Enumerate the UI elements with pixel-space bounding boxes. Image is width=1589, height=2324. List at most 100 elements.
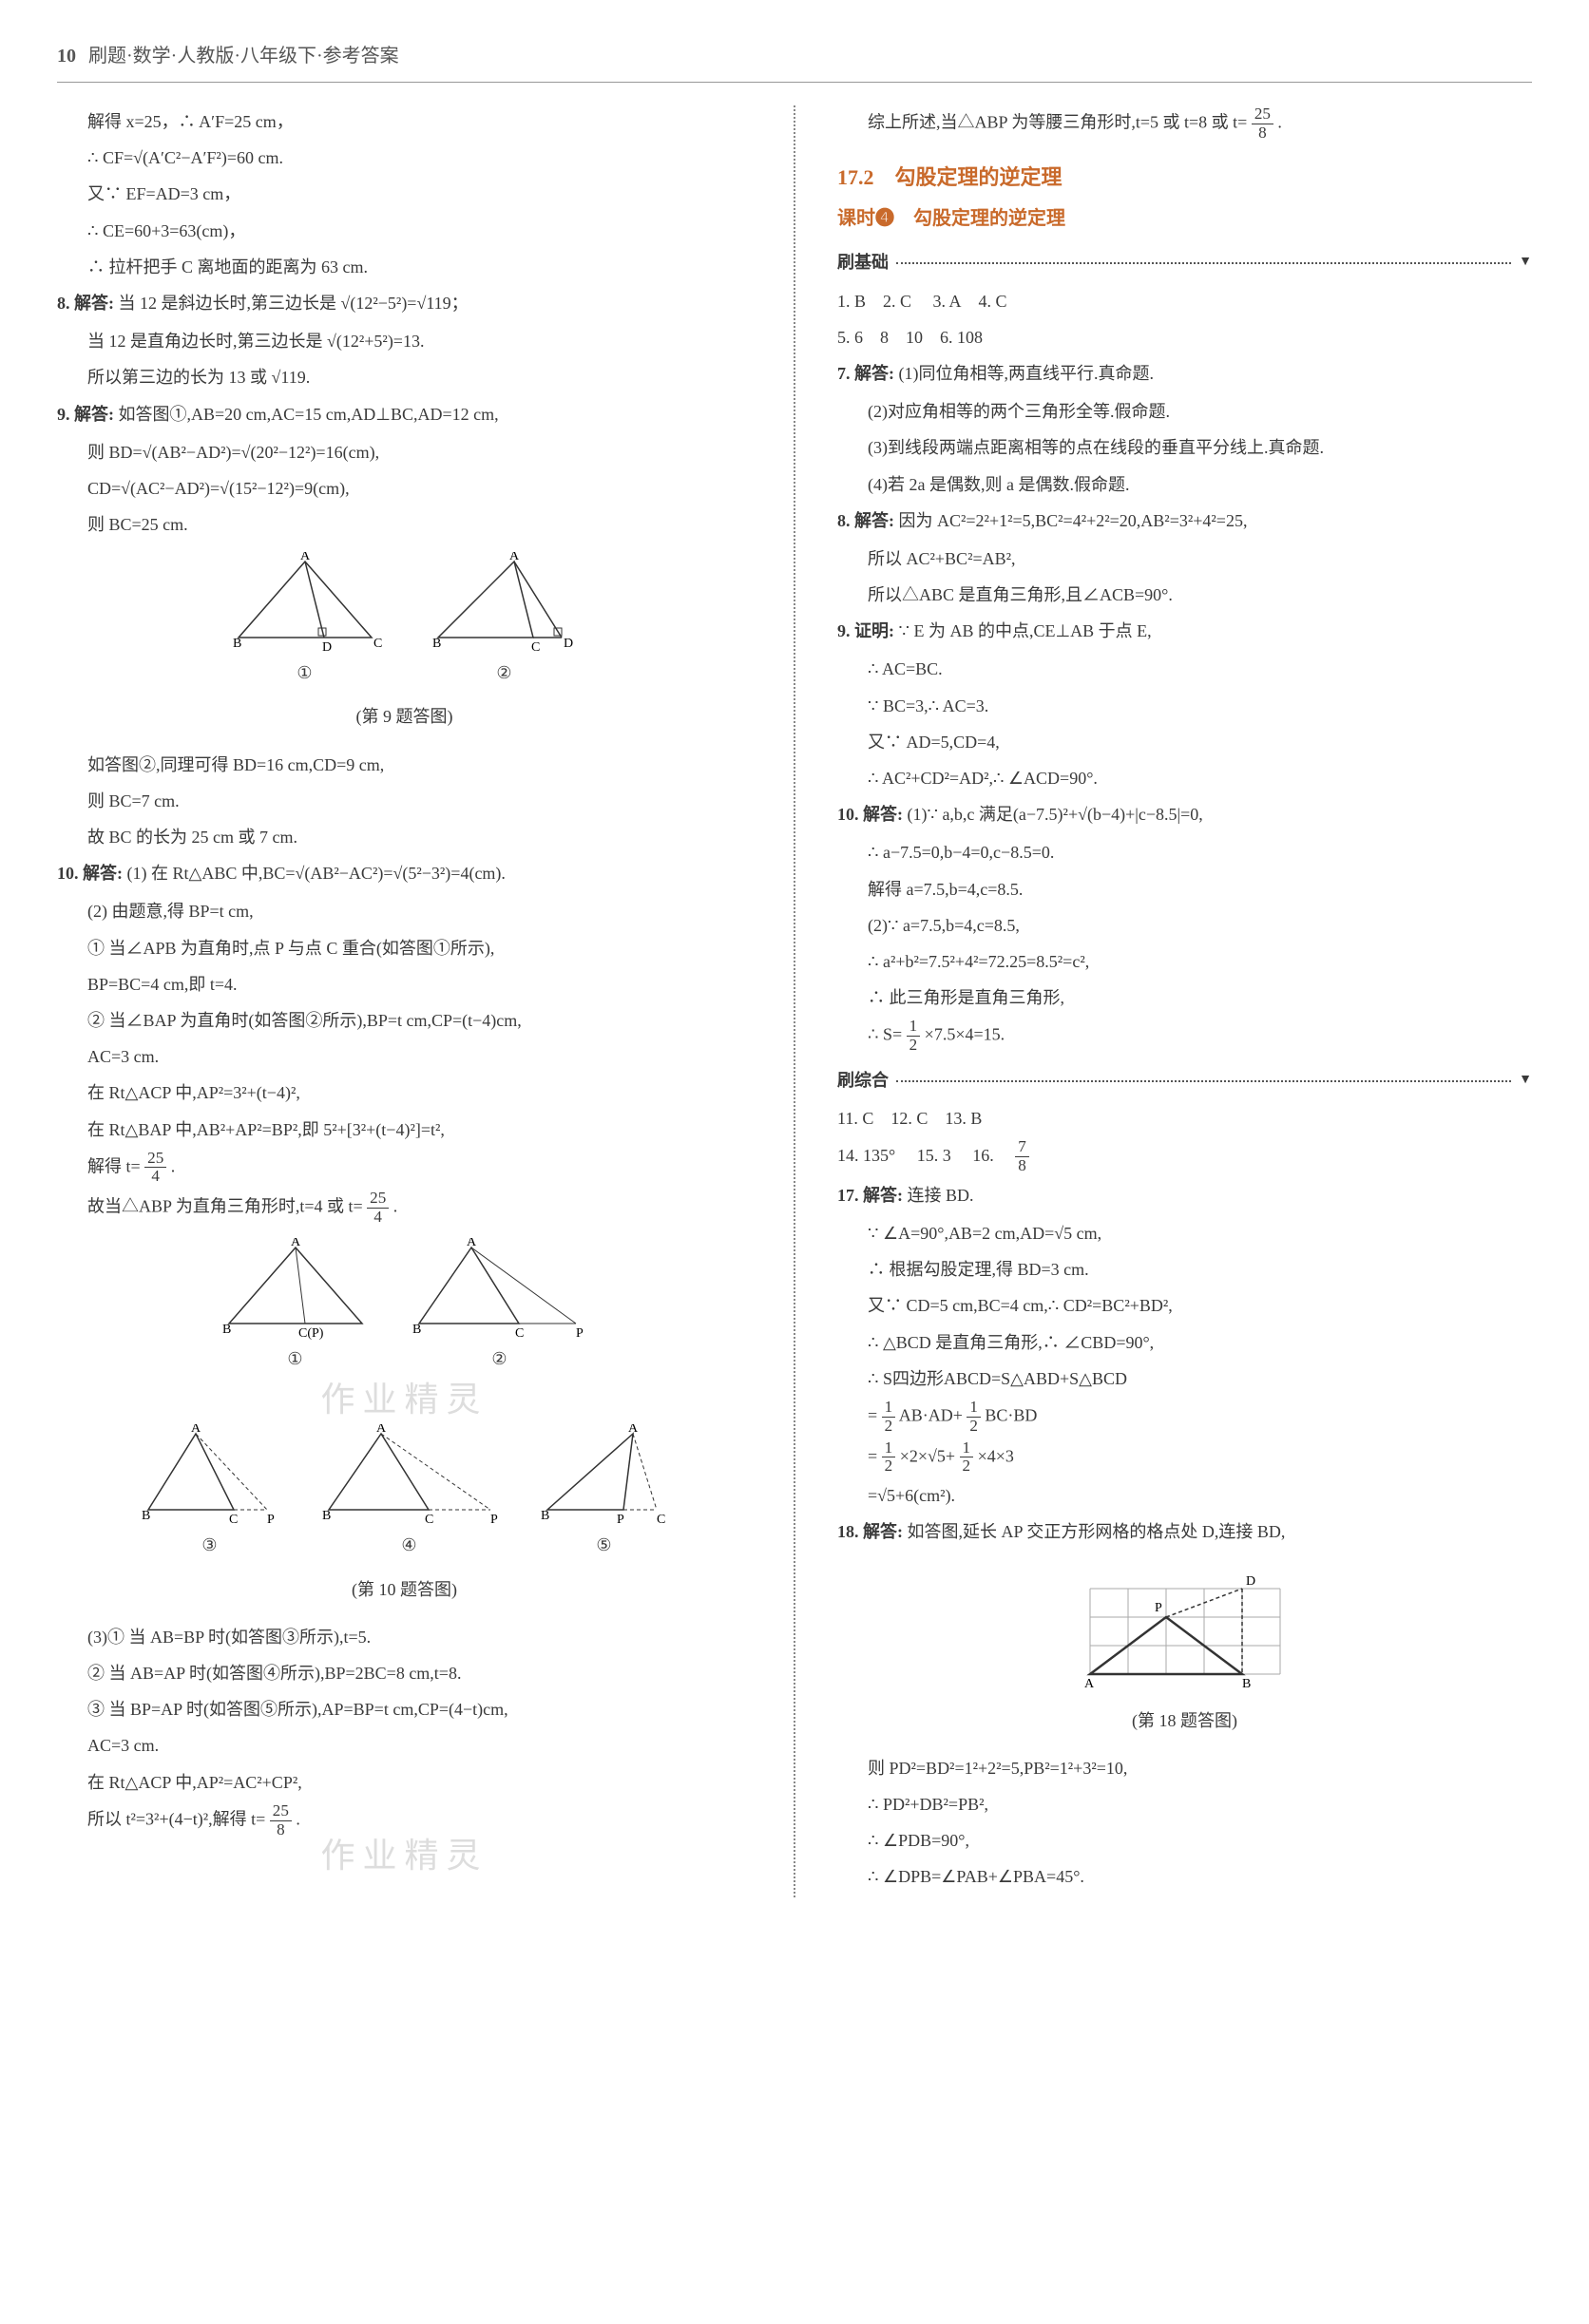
line: 所以 t²=3²+(4−t)²,解得 t= 258 . <box>57 1802 752 1839</box>
svg-text:C(P): C(P) <box>298 1326 324 1341</box>
line: CD=√(AC²−AD²)=√(15²−12²)=9(cm), <box>57 472 752 505</box>
q8r: 8. 解答: 因为 AC²=2²+1²=5,BC²=4²+2²=20,AB²=3… <box>837 505 1532 537</box>
q10r: 10. 解答: (1)∵ a,b,c 满足(a−7.5)²+√(b−4)+|c−… <box>837 798 1532 830</box>
line: BP=BC=4 cm,即 t=4. <box>57 968 752 1000</box>
q7: 7. 解答: (1)同位角相等,两直线平行.真命题. <box>837 357 1532 390</box>
line: ② 当∠BAP 为直角时(如答图②所示),BP=t cm,CP=(t−4)cm, <box>57 1004 752 1037</box>
fig-num: ① <box>220 657 391 689</box>
line: 则 BC=7 cm. <box>57 785 752 817</box>
line: (2) 由题意,得 BP=t cm, <box>57 895 752 927</box>
svg-text:A: A <box>290 1238 300 1249</box>
line: 综上所述,当△ABP 为等腰三角形时,t=5 或 t=8 或 t= 258 . <box>837 105 1532 143</box>
line: (2)∵ a=7.5,b=4,c=8.5, <box>837 909 1532 942</box>
line: 在 Rt△ACP 中,AP²=AC²+CP², <box>57 1766 752 1799</box>
q18-figure: A B P D <box>837 1560 1532 1693</box>
line: ∴ a−7.5=0,b−4=0,c−8.5=0. <box>837 836 1532 868</box>
answers-row: 5. 6 8 106. 108 <box>837 321 1532 353</box>
answers-row: 1. B2. C 3. A4. C <box>837 285 1532 317</box>
line: ∴ a²+b²=7.5²+4²=72.25=8.5²=c², <box>837 945 1532 978</box>
line: ∴ S四边形ABCD=S△ABD+S△BCD <box>837 1362 1532 1395</box>
svg-text:P: P <box>617 1513 624 1527</box>
svg-text:B: B <box>1242 1677 1251 1691</box>
line: 当 12 是直角边长时,第三边长是 √(12²+5²)=13. <box>57 325 752 357</box>
fig-caption: (第 10 题答图) <box>57 1573 752 1606</box>
q-label: 7. 解答: <box>837 364 894 383</box>
triangle-fig: A B C P <box>134 1424 286 1529</box>
svg-text:B: B <box>412 1323 421 1337</box>
line: 所以第三边的长为 13 或 √119. <box>57 361 752 393</box>
fig-num: ① <box>215 1343 376 1375</box>
line: ∴ △BCD 是直角三角形,∴ ∠CBD=90°, <box>837 1326 1532 1359</box>
line: ∴ 此三角形是直角三角形, <box>837 981 1532 1014</box>
line: ∵ BC=3,∴ AC=3. <box>837 690 1532 722</box>
line: ∴ AC=BC. <box>837 653 1532 685</box>
line: ∴ AC²+CD²=AD²,∴ ∠ACD=90°. <box>837 762 1532 794</box>
line: ① 当∠APB 为直角时,点 P 与点 C 重合(如答图①所示), <box>57 932 752 964</box>
svg-text:D: D <box>322 640 332 655</box>
line: = 12 ×2×√5+ 12 ×4×3 <box>837 1439 1532 1476</box>
svg-text:D: D <box>1246 1574 1255 1589</box>
svg-text:P: P <box>1155 1601 1162 1615</box>
line: 则 BC=25 cm. <box>57 508 752 541</box>
right-column: 综上所述,当△ABP 为等腰三角形时,t=5 或 t=8 或 t= 258 . … <box>837 105 1532 1897</box>
svg-text:C: C <box>229 1513 238 1527</box>
watermark: 作业精灵 <box>57 1367 752 1432</box>
svg-text:P: P <box>267 1513 275 1527</box>
svg-text:A: A <box>1084 1677 1095 1691</box>
q10-figs-345: A B C P ③ A B C P <box>57 1424 752 1561</box>
q9r: 9. 证明: ∵ E 为 AB 的中点,CE⊥AB 于点 E, <box>837 615 1532 647</box>
line: 解得 a=7.5,b=4,c=8.5. <box>837 873 1532 905</box>
q10-figs-12: A B C(P) ① A B C P <box>57 1238 752 1375</box>
line: 则 BD=√(AB²−AD²)=√(20²−12²)=16(cm), <box>57 436 752 468</box>
svg-text:C: C <box>657 1513 665 1527</box>
line: 解得 t= 254 . <box>57 1150 752 1187</box>
q-label: 9. 解答: <box>57 405 114 424</box>
q-label: 8. 解答: <box>57 294 114 313</box>
line: 故当△ABP 为直角三角形时,t=4 或 t= 254 . <box>57 1190 752 1227</box>
q-label: 10. 解答: <box>57 864 123 883</box>
header-title: 刷题·数学·人教版·八年级下·参考答案 <box>88 46 399 67</box>
svg-text:B: B <box>222 1323 231 1337</box>
q-label: 9. 证明: <box>837 621 894 640</box>
line: ∴ ∠DPB=∠PAB+∠PBA=45°. <box>837 1860 1532 1893</box>
line: 如答图②,同理可得 BD=16 cm,CD=9 cm, <box>57 749 752 781</box>
column-divider <box>794 105 795 1897</box>
q-label: 17. 解答: <box>837 1186 903 1205</box>
page-number: 10 <box>57 46 76 67</box>
line: 所以 AC²+BC²=AB², <box>837 543 1532 575</box>
svg-text:B: B <box>541 1509 549 1523</box>
line: ∴ CF=√(A′C²−A′F²)=60 cm. <box>57 142 752 174</box>
grid-figure: A B P D <box>1062 1560 1309 1693</box>
fig-caption: (第 18 题答图) <box>837 1705 1532 1737</box>
fig-num: ③ <box>134 1529 286 1561</box>
lesson-title: 课时❹ 勾股定理的逆定理 <box>837 200 1532 237</box>
q9-figures: A B D C ① A B C <box>57 552 752 689</box>
triangle-fig: A B C(P) <box>215 1238 376 1343</box>
line: (2)对应角相等的两个三角形全等.假命题. <box>837 395 1532 428</box>
triangle-fig-1: A B D C <box>220 552 391 657</box>
line: 当 12 是斜边长时,第三边长是 √(12²−5²)=√119； <box>119 294 469 313</box>
q-label: 18. 解答: <box>837 1522 903 1541</box>
line: ② 当 AB=AP 时(如答图④所示),BP=2BC=8 cm,t=8. <box>57 1657 752 1689</box>
line: =√5+6(cm²). <box>837 1479 1532 1512</box>
line: ∴ CE=60+3=63(cm)， <box>57 215 752 247</box>
line: 又∵ EF=AD=3 cm， <box>57 178 752 210</box>
line: 故 BC 的长为 25 cm 或 7 cm. <box>57 821 752 853</box>
line: ∵ ∠A=90°,AB=2 cm,AD=√5 cm, <box>837 1217 1532 1249</box>
svg-text:C: C <box>425 1513 433 1527</box>
left-column: 解得 x=25，∴ A′F=25 cm， ∴ CF=√(A′C²−A′F²)=6… <box>57 105 752 1897</box>
q8: 8. 解答: 当 12 是斜边长时,第三边长是 √(12²−5²)=√119； <box>57 287 752 319</box>
svg-text:A: A <box>466 1238 476 1249</box>
q-label: 8. 解答: <box>837 511 894 530</box>
line: 又∵ AD=5,CD=4, <box>837 726 1532 758</box>
fig-num: ⑤ <box>533 1529 676 1561</box>
svg-text:C: C <box>531 640 540 655</box>
line: (4)若 2a 是偶数,则 a 是偶数.假命题. <box>837 468 1532 501</box>
q9: 9. 解答: 如答图①,AB=20 cm,AC=15 cm,AD⊥BC,AD=1… <box>57 398 752 430</box>
triangle-fig: A B P C <box>533 1424 676 1529</box>
line: (3)到线段两端点距离相等的点在线段的垂直平分线上.真命题. <box>837 431 1532 464</box>
svg-text:B: B <box>322 1509 331 1523</box>
svg-text:P: P <box>490 1513 498 1527</box>
line: 在 Rt△ACP 中,AP²=3²+(t−4)², <box>57 1076 752 1109</box>
line: ③ 当 BP=AP 时(如答图⑤所示),AP=BP=t cm,CP=(4−t)c… <box>57 1693 752 1725</box>
